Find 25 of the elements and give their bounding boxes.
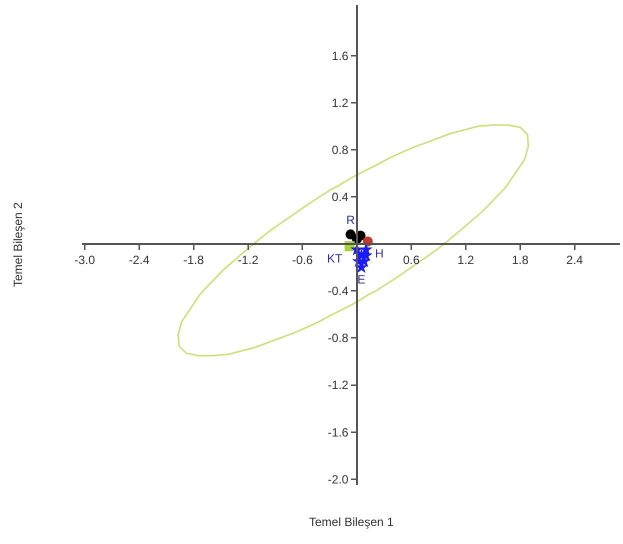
y-tick-label: 0.8 [332, 142, 349, 157]
x-tick-label: 0.6 [402, 253, 420, 268]
y-tick-label: -2.0 [328, 472, 349, 486]
y-axis-title: Temel Bileşen 2 [11, 202, 25, 287]
line-series [177, 124, 530, 356]
y-tick-label: -0.8 [328, 331, 349, 346]
x-tick-label: -1.2 [238, 253, 259, 268]
x-axis-title: Temel Bileşen 1 [309, 515, 394, 529]
x-tick-label: 2.4 [566, 253, 584, 268]
y-tick-label: 1.6 [332, 48, 349, 63]
x-tick-label: -0.6 [292, 253, 314, 268]
y-tick-label: -1.6 [328, 425, 349, 440]
y-tick-label: 1.2 [332, 96, 349, 110]
x-tick-label: -3.0 [74, 253, 96, 268]
x-tick-label: -2.4 [128, 253, 150, 268]
x-tick-label: -1.8 [183, 253, 204, 268]
series-label: E [357, 272, 366, 287]
series-label: KT [327, 251, 344, 266]
x-tick-label: 1.8 [512, 253, 529, 268]
series-label: H [375, 246, 384, 261]
series-label: R [346, 213, 356, 228]
x-tick-label: 1.2 [457, 253, 474, 268]
y-tick-label: 0.4 [332, 190, 349, 204]
y-tick-label: -0.4 [328, 284, 349, 298]
y-tick-label: -1.2 [328, 378, 349, 392]
